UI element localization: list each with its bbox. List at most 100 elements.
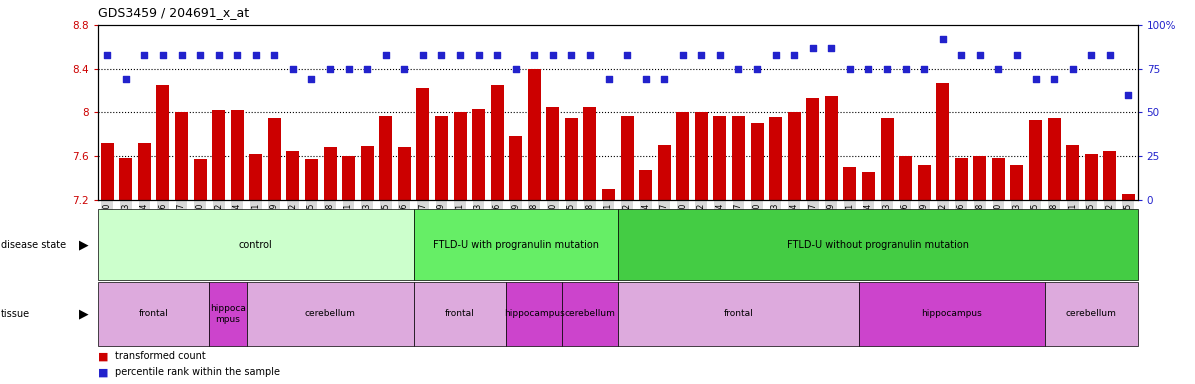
Point [766,51,785,58]
Point [562,51,581,58]
Point [302,76,321,82]
Text: FTLD-U without progranulin mutation: FTLD-U without progranulin mutation [786,240,969,250]
Point [1044,76,1064,82]
Text: cerebellum: cerebellum [305,310,355,318]
Bar [231,110,244,200]
Text: control: control [239,240,272,250]
Bar [250,154,262,200]
Point [320,66,339,72]
Text: disease state: disease state [1,240,66,250]
Text: ■: ■ [98,367,112,377]
Text: FTLD-U with progranulin mutation: FTLD-U with progranulin mutation [433,240,599,250]
Bar [565,118,578,200]
Point [98,51,117,58]
Bar [750,123,764,200]
Bar [859,282,1044,346]
Bar [657,145,670,200]
Bar [491,85,503,200]
Text: hippocampus: hippocampus [504,310,565,318]
Point [339,66,358,72]
Bar [287,151,300,200]
Point [172,51,191,58]
Bar [676,113,690,200]
Bar [583,107,596,200]
Bar [157,85,170,200]
Bar [546,107,559,200]
Point [655,76,674,82]
Bar [974,156,986,200]
Point [525,51,544,58]
Bar [733,116,744,200]
Bar [918,165,931,200]
Bar [528,69,541,200]
Point [859,66,878,72]
Point [376,51,396,58]
Point [822,45,841,51]
Point [153,51,172,58]
Point [785,51,804,58]
Bar [305,159,318,200]
Bar [120,158,133,200]
Point [748,66,767,72]
Bar [881,118,894,200]
Text: percentile rank within the sample: percentile rank within the sample [115,367,280,377]
Bar [1029,120,1042,200]
Bar [209,282,246,346]
Bar [398,147,411,200]
Point [116,76,135,82]
Bar [246,282,413,346]
Point [951,51,970,58]
Bar [602,189,615,200]
Point [673,51,692,58]
Point [431,51,451,58]
Point [729,66,748,72]
Point [970,51,989,58]
Bar [416,88,429,200]
Point [451,51,470,58]
Bar [955,158,968,200]
Bar [862,172,875,200]
Point [1064,66,1083,72]
Point [1007,51,1027,58]
Point [692,51,711,58]
Point [413,51,433,58]
Bar [844,167,857,200]
Point [468,51,488,58]
Bar [413,209,618,280]
Bar [1044,282,1138,346]
Text: hippocampus: hippocampus [921,310,982,318]
Bar [562,282,618,346]
Bar [639,170,652,200]
Bar [788,113,801,200]
Point [877,66,896,72]
Bar [342,156,355,200]
Bar [992,158,1005,200]
Text: ▶: ▶ [79,238,88,251]
Bar [137,143,151,200]
Point [1119,92,1138,98]
Point [840,66,859,72]
Point [228,51,247,58]
Point [599,76,618,82]
Text: frontal: frontal [724,310,753,318]
Bar [507,282,562,346]
Text: cerebellum: cerebellum [564,310,615,318]
Bar [618,282,859,346]
Point [988,66,1007,72]
Point [896,66,915,72]
Point [507,66,526,72]
Bar [413,282,507,346]
Point [265,51,284,58]
Text: GDS3459 / 204691_x_at: GDS3459 / 204691_x_at [98,6,249,19]
Point [914,66,933,72]
Point [357,66,376,72]
Bar [454,113,466,200]
Bar [361,146,374,200]
Bar [1103,151,1116,200]
Point [190,51,209,58]
Point [710,51,729,58]
Point [394,66,413,72]
Bar [1048,118,1061,200]
Text: hippoca
mpus: hippoca mpus [210,304,246,324]
Bar [713,116,727,200]
